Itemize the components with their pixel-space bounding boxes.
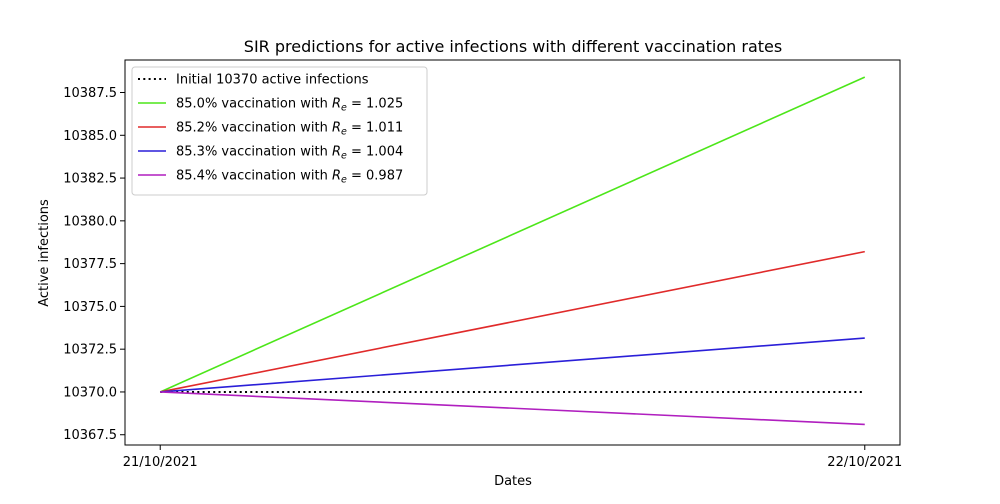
legend: Initial 10370 active infections 85.0% vac… xyxy=(131,66,428,196)
y-tick-label: 10385.0 xyxy=(63,129,117,144)
y-axis-label: Active infections xyxy=(37,199,52,307)
legend-label-2: 85.2% vaccination with Re = 1.011 xyxy=(176,121,403,138)
x-tick-label: 22/10/2021 xyxy=(827,455,902,470)
series-line-2 xyxy=(160,250,865,393)
x-axis-label: Dates xyxy=(494,474,532,489)
axes-layer: 10367.5 10370.0 10372.5 10375.0 10377.5 10380… xyxy=(63,59,902,470)
legend-label-4: 85.4% vaccination with Re = 0.987 xyxy=(176,169,403,186)
y-tick-label: 10370.0 xyxy=(63,385,117,400)
plot-frame xyxy=(124,59,901,446)
y-tick-label: 10372.5 xyxy=(63,343,117,358)
y-tick-label: 10382.5 xyxy=(63,172,117,187)
legend-label-3: 85.3% vaccination with Re = 1.004 xyxy=(176,145,403,162)
series-line-4 xyxy=(160,391,865,426)
x-tick-label: 21/10/2021 xyxy=(123,455,198,470)
y-tick-label: 10377.5 xyxy=(63,257,117,272)
y-tick-label: 10367.5 xyxy=(63,428,117,443)
legend-box xyxy=(131,66,428,196)
y-tick-label: 10387.5 xyxy=(63,86,117,101)
series-layer xyxy=(159,76,866,426)
y-tick-label: 10380.0 xyxy=(63,214,117,229)
legend-label-1: 85.0% vaccination with Re = 1.025 xyxy=(176,97,403,114)
chart-title: SIR predictions for active infections wi… xyxy=(244,37,782,56)
legend-label-0: Initial 10370 active infections xyxy=(176,73,369,88)
y-tick-label: 10375.0 xyxy=(63,300,117,315)
series-line-3 xyxy=(160,337,865,393)
series-line-1 xyxy=(159,76,866,393)
